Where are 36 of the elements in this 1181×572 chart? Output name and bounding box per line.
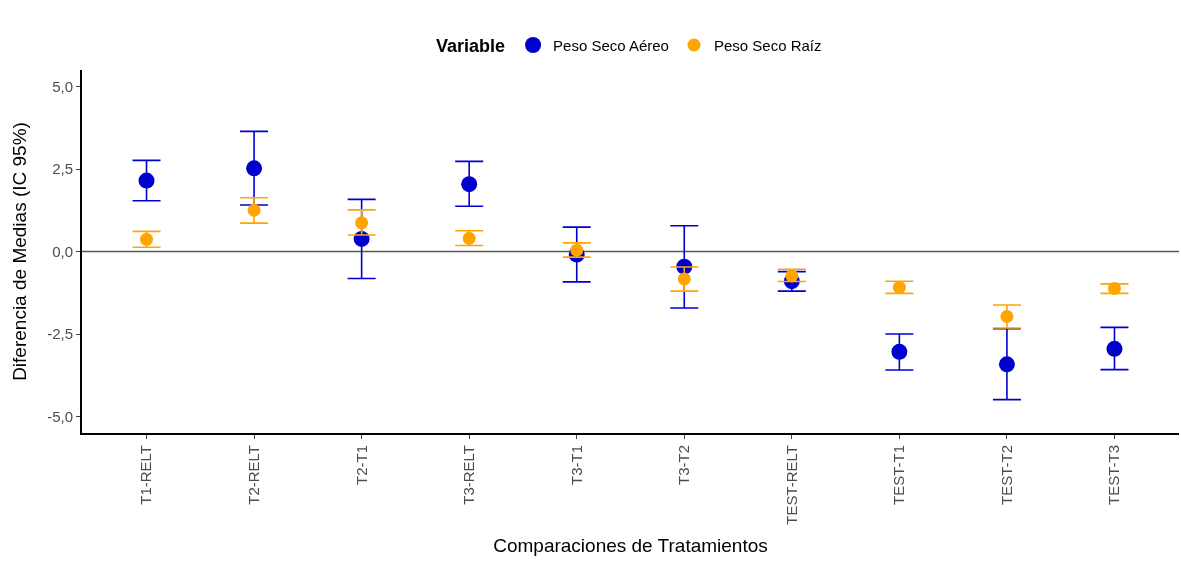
- point: [1107, 281, 1121, 295]
- x-tick-label: TEST-T3: [1105, 445, 1123, 506]
- x-tick-label: T1-RELT: [137, 445, 155, 505]
- point: [892, 280, 906, 294]
- y-axis-title: Diferencia de Medias (IC 95%): [9, 122, 31, 381]
- x-tick-label: T2-RELT: [244, 445, 262, 505]
- point: [891, 343, 908, 360]
- x-tick-label: T3-RELT: [460, 445, 478, 505]
- point: [998, 356, 1015, 373]
- legend-title: Variable: [436, 36, 506, 57]
- x-axis-title: Comparaciones de Tratamientos: [493, 535, 768, 557]
- point: [247, 203, 261, 217]
- point: [1106, 340, 1123, 357]
- point: [138, 172, 155, 189]
- point: [461, 176, 478, 193]
- y-tick-label: 5,0: [52, 77, 73, 95]
- point: [785, 269, 799, 283]
- point: [246, 160, 263, 177]
- x-tick-label: T3-T1: [567, 445, 585, 486]
- y-tick-label: -2,5: [47, 325, 73, 343]
- point: [140, 232, 154, 246]
- x-tick-label: TEST-RELT: [782, 445, 800, 525]
- x-tick-label: TEST-T1: [890, 445, 908, 506]
- point: [570, 243, 584, 257]
- legend-label: Peso Seco Raíz: [713, 36, 822, 54]
- x-tick-label: T2-T1: [352, 445, 370, 486]
- point: [355, 216, 369, 230]
- y-tick-label: -5,0: [47, 407, 73, 425]
- point: [462, 231, 476, 245]
- legend-label: Peso Seco Aéreo: [553, 36, 669, 54]
- point: [677, 272, 691, 286]
- y-tick-label: 0,0: [52, 242, 73, 260]
- point: [1000, 310, 1014, 323]
- y-tick-label: 2,5: [52, 160, 73, 178]
- x-tick-label: TEST-T2: [997, 445, 1015, 506]
- x-tick-label: T3-T2: [675, 445, 693, 486]
